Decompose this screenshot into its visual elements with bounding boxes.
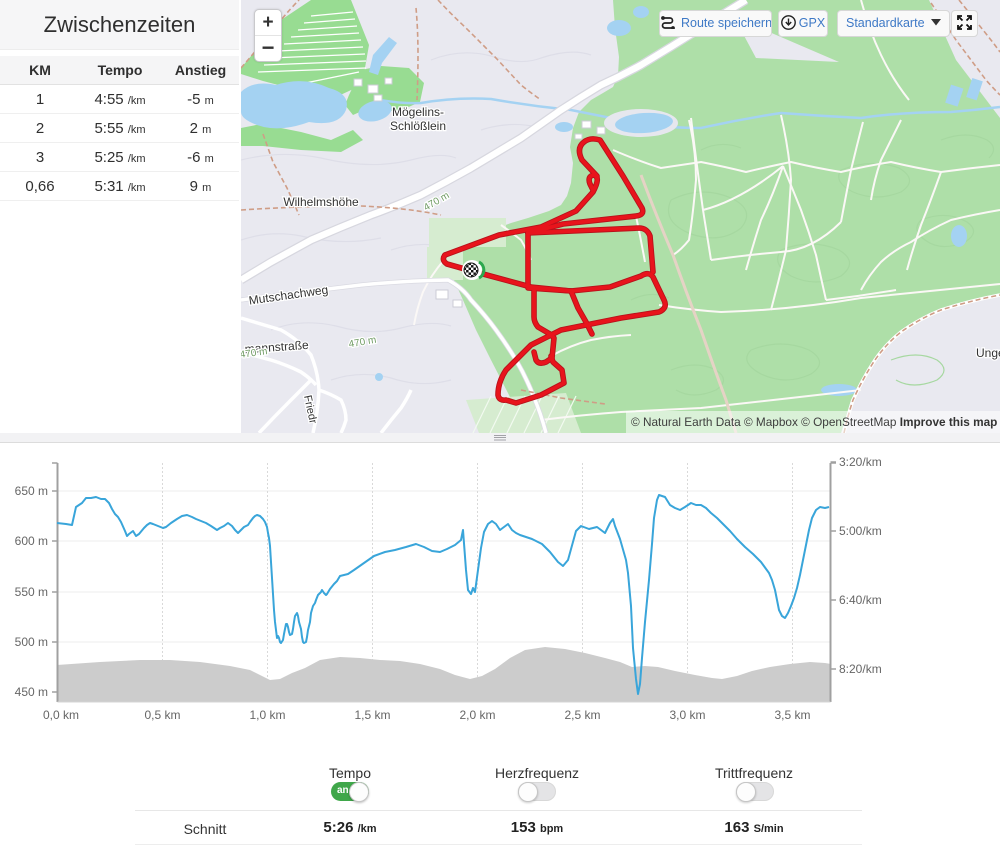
svg-text:5:00/km: 5:00/km — [839, 524, 882, 538]
svg-text:© Natural Earth Data © Mapbox: © Natural Earth Data © Mapbox © OpenStre… — [631, 415, 997, 429]
svg-text:mannstraße: mannstraße — [244, 338, 309, 356]
svg-text:Mögelins-: Mögelins- — [392, 105, 444, 119]
svg-text:Ungerl: Ungerl — [976, 346, 1000, 360]
svg-text:0,5 km: 0,5 km — [144, 708, 180, 722]
svg-text:550 m: 550 m — [15, 585, 48, 599]
svg-text:650 m: 650 m — [15, 484, 48, 498]
svg-text:6:40/km: 6:40/km — [839, 593, 882, 607]
svg-text:Schlößlein: Schlößlein — [390, 119, 446, 133]
svg-text:3,5 km: 3,5 km — [774, 708, 810, 722]
svg-text:0,0 km: 0,0 km — [43, 708, 79, 722]
svg-text:1,5 km: 1,5 km — [354, 708, 390, 722]
svg-text:1,0 km: 1,0 km — [249, 708, 285, 722]
svg-text:600 m: 600 m — [15, 534, 48, 548]
svg-text:3:20/km: 3:20/km — [839, 455, 882, 469]
svg-text:450 m: 450 m — [15, 685, 48, 699]
svg-text:2,5 km: 2,5 km — [564, 708, 600, 722]
svg-text:3,0 km: 3,0 km — [669, 708, 705, 722]
svg-text:Wilhelmshöhe: Wilhelmshöhe — [283, 195, 359, 209]
svg-text:8:20/km: 8:20/km — [839, 662, 882, 676]
svg-text:2,0 km: 2,0 km — [459, 708, 495, 722]
svg-text:470 m: 470 m — [241, 346, 268, 361]
svg-text:500 m: 500 m — [15, 635, 48, 649]
